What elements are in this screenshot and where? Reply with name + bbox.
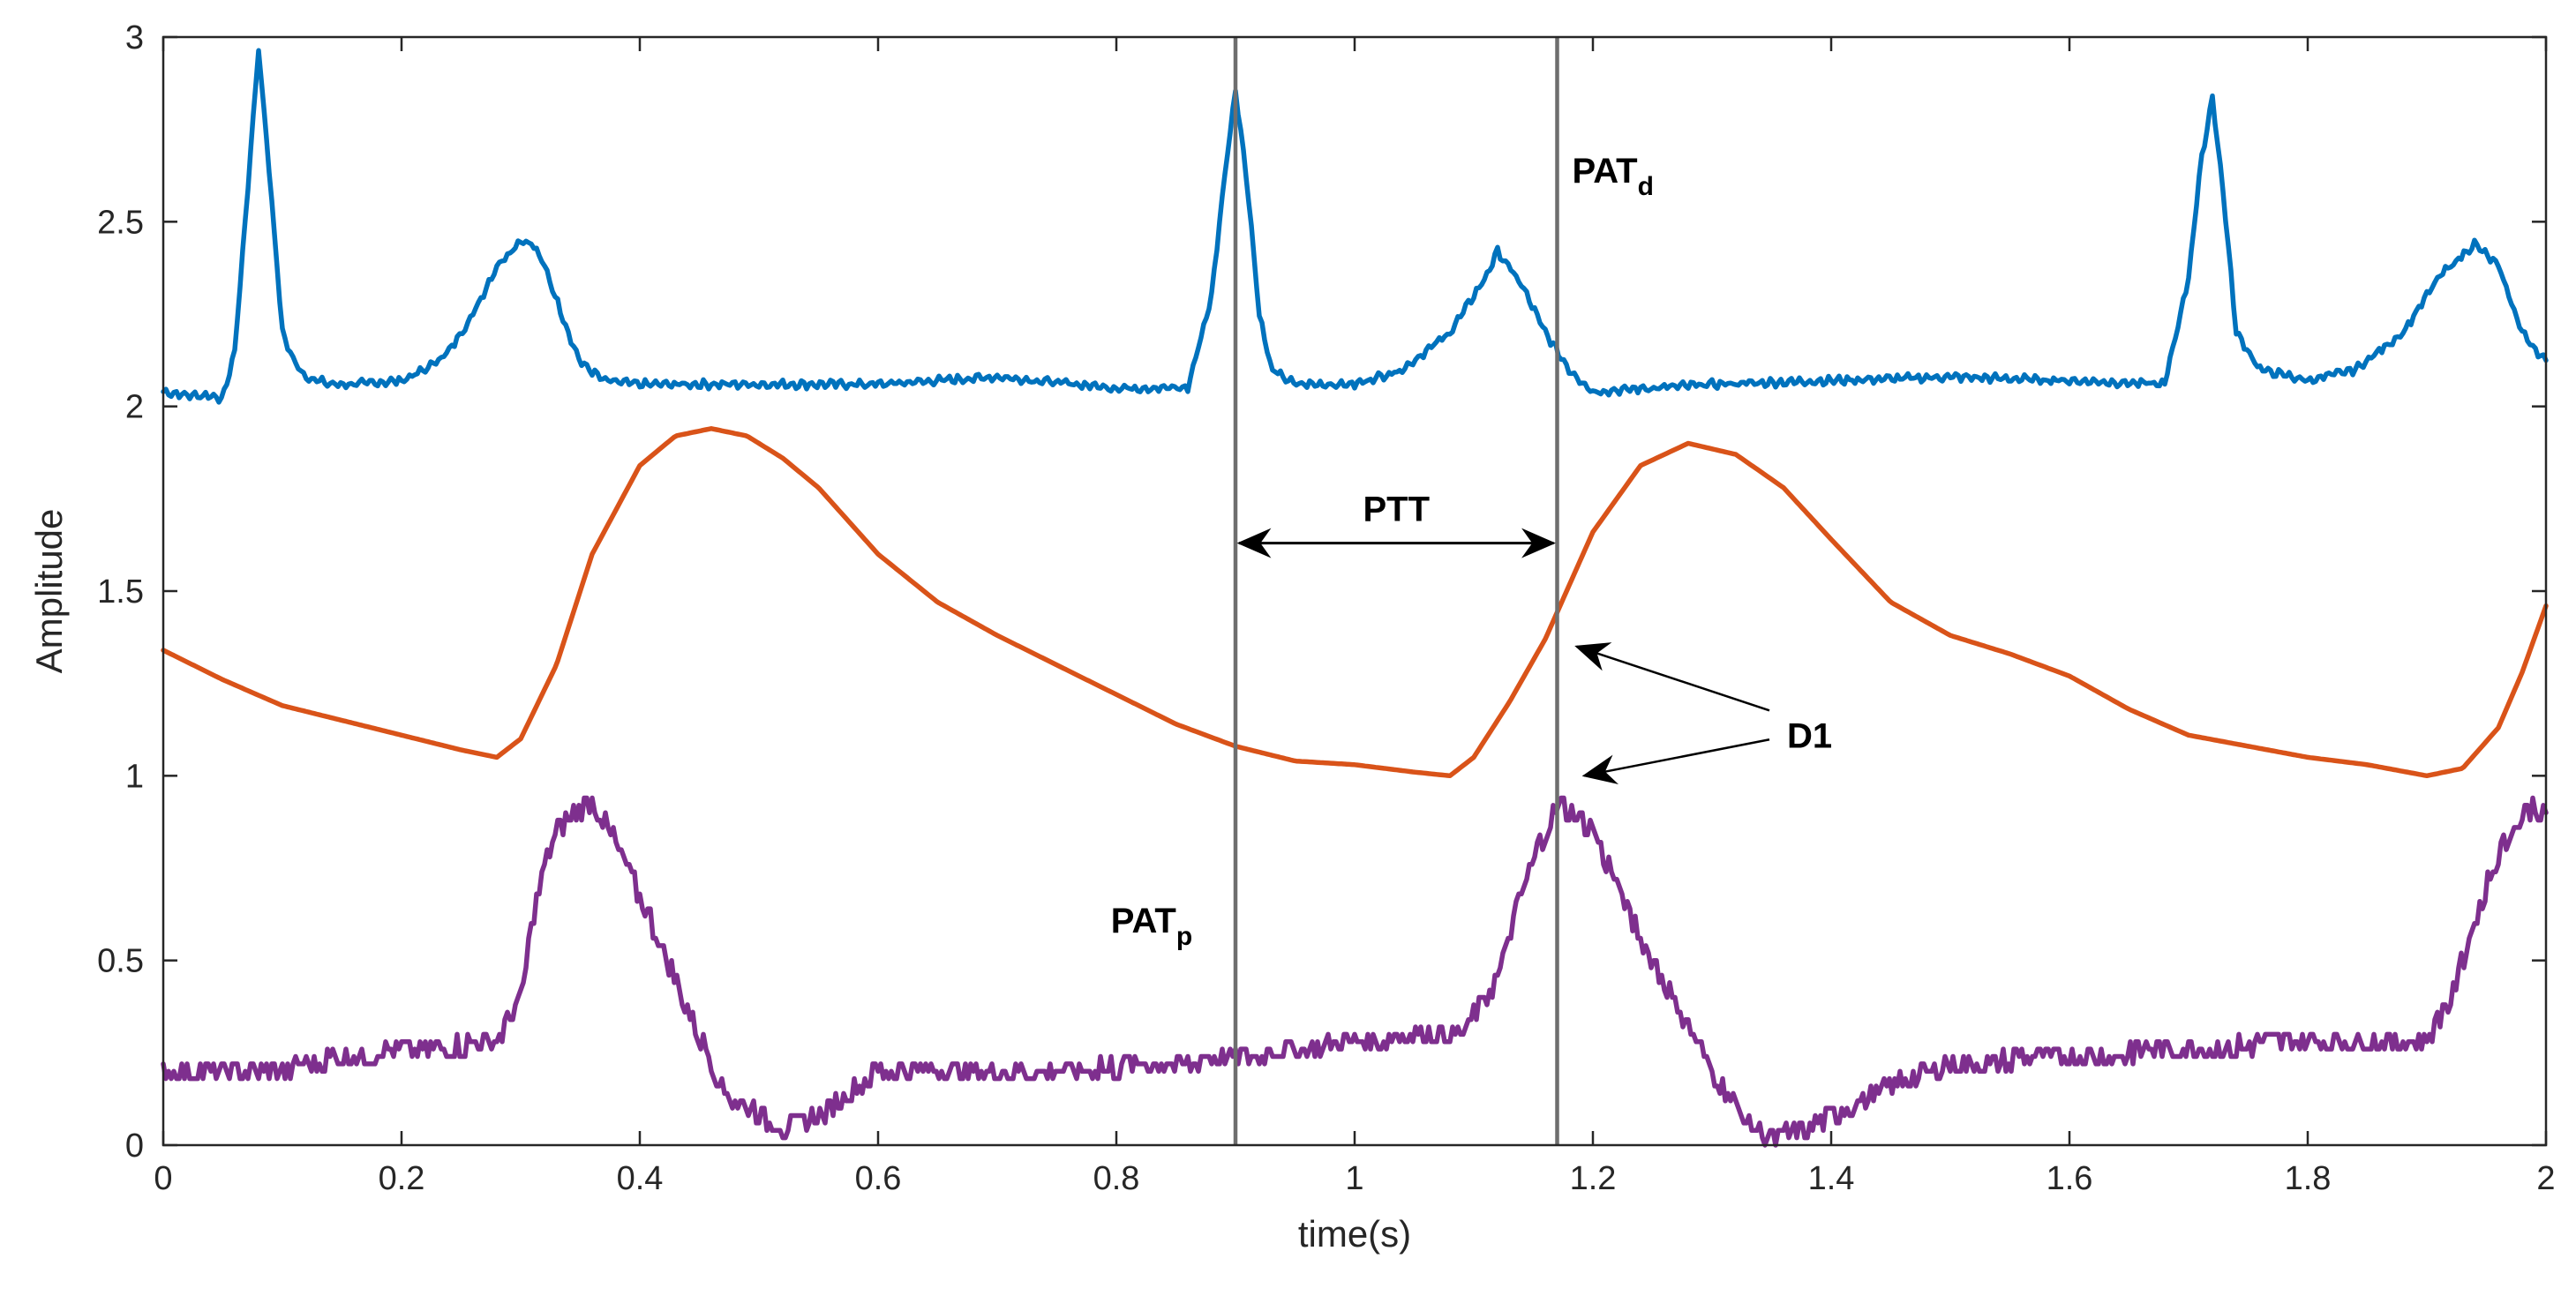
x-tick-label: 1.6 <box>2047 1160 2093 1197</box>
x-tick-label: 1.4 <box>1808 1160 1855 1197</box>
pat-p-label: PATp <box>1111 902 1192 951</box>
x-tick-label: 1 <box>1345 1160 1363 1197</box>
y-tick-label: 1 <box>125 758 144 795</box>
x-tick-label: 0.8 <box>1093 1160 1140 1197</box>
series-line-ppg <box>161 426 2549 779</box>
pat-d-main: PAT <box>1573 152 1638 191</box>
x-tick-label: 0.6 <box>855 1160 902 1197</box>
y-tick-label: 1.5 <box>97 573 144 611</box>
pat-d-sub: d <box>1638 172 1654 201</box>
y-tick-label: 0 <box>125 1127 144 1165</box>
y-tick-label: 2 <box>125 389 144 426</box>
pat-d-label: PATd <box>1573 152 1654 201</box>
x-tick-label: 0.2 <box>379 1160 425 1197</box>
series-line-derivative <box>161 795 2549 1148</box>
x-tick-label: 1.2 <box>1570 1160 1617 1197</box>
x-tick-label: 0 <box>154 1160 172 1197</box>
pat-p-sub: p <box>1176 922 1192 951</box>
d1-arrow-lower <box>1581 738 1770 785</box>
marker-layer <box>1233 37 1559 1145</box>
d1-label: D1 <box>1787 716 1832 755</box>
y-axis-label: Amplitude <box>28 509 70 674</box>
series-line-ecg <box>161 48 2549 405</box>
x-tick-label: 1.8 <box>2285 1160 2332 1197</box>
y-tick-label: 2.5 <box>97 204 144 241</box>
x-axis-label: time(s) <box>1298 1213 1411 1255</box>
x-tick-label: 0.4 <box>617 1160 664 1197</box>
annotation-layer: PTT D1 PATp PATd <box>1111 152 1832 951</box>
series-layer <box>161 48 2549 1148</box>
x-tick-label: 2 <box>2536 1160 2555 1197</box>
d1-arrow-upper <box>1574 642 1770 712</box>
ticks-layer: 0 0.2 0.4 0.6 0.8 1 1.2 1.4 1.6 1.8 2 0 0.5 1 1.5 2 2.5 3 <box>97 19 2555 1197</box>
y-tick-label: 3 <box>125 19 144 56</box>
pat-p-main: PAT <box>1111 902 1176 940</box>
ptt-label: PTT <box>1363 491 1430 529</box>
y-tick-label: 0.5 <box>97 943 144 980</box>
